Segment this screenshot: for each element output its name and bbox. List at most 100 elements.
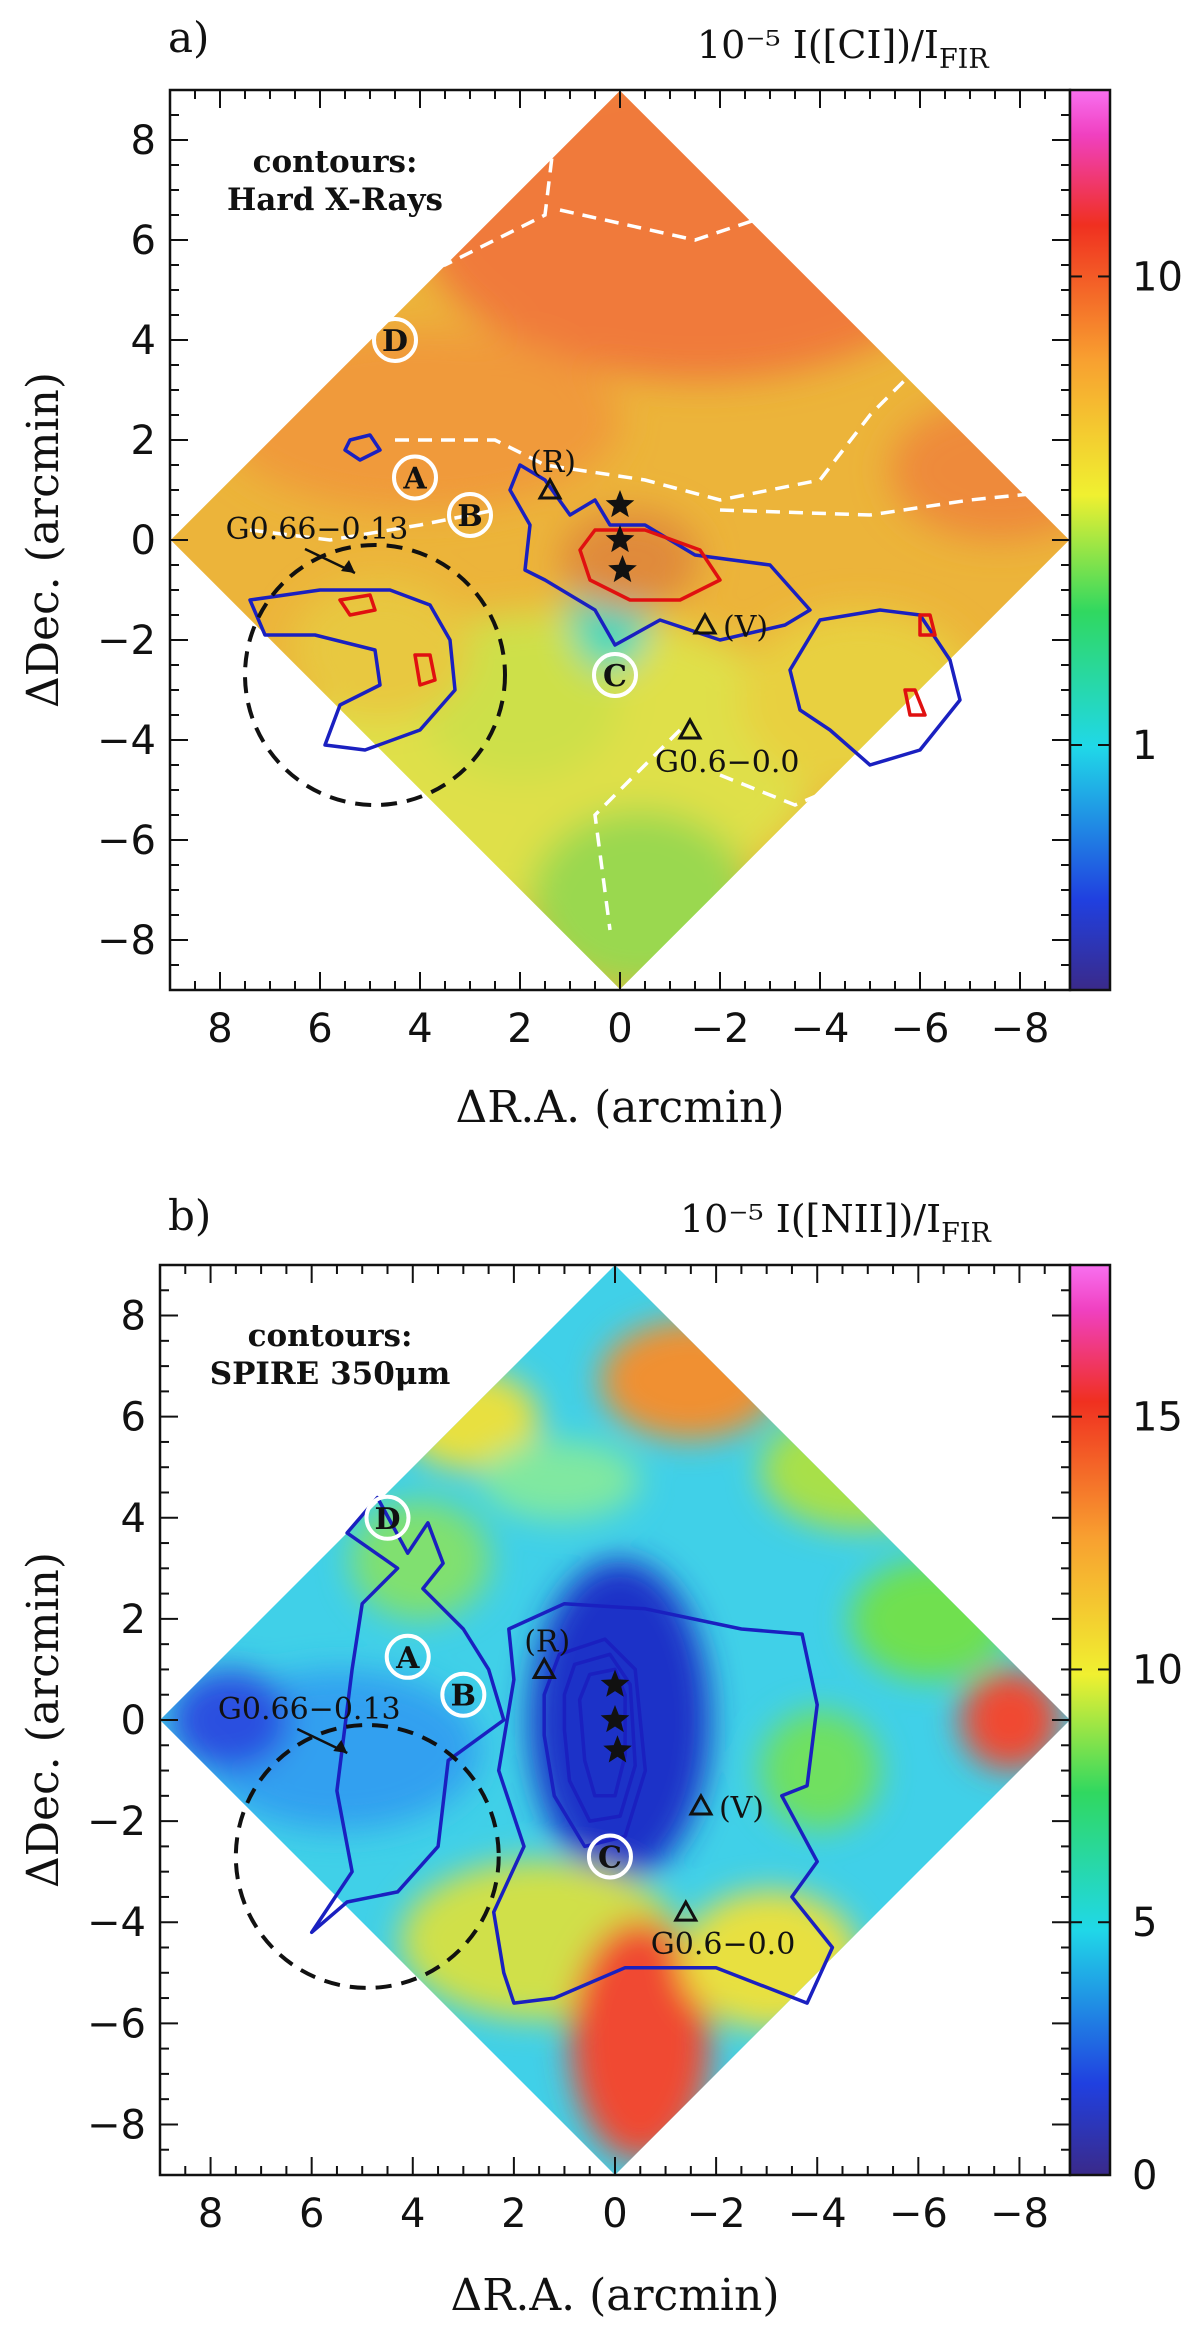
panel-b-ytick-label: 6 — [121, 1395, 146, 1441]
panel-b-ylabel: ΔDec. (arcmin) — [18, 1552, 69, 1888]
panel-b-ytick-label: 8 — [121, 1294, 146, 1340]
panel-a-ytick-label: −8 — [97, 918, 156, 964]
panel-b-colorbar — [1070, 1265, 1110, 2175]
panel-a-position-circle — [372, 317, 418, 363]
panel-b-region-label: G0.66−0.13 — [218, 1692, 401, 1727]
panel-a-xlabel: ΔR.A. (arcmin) — [455, 1082, 784, 1133]
panel-b-colorbar-tick-label: 10 — [1132, 1647, 1183, 1693]
panel-a-triangle-marker — [692, 611, 718, 635]
panel-a-xtick-label: 8 — [207, 1006, 232, 1052]
panel-a-boundary-line — [593, 728, 682, 931]
panel-a-triangle-label: G0.6−0.0 — [655, 745, 800, 780]
panel-a-position-label: D — [382, 324, 408, 359]
panel-b-star-marker — [600, 1669, 630, 1697]
panel-a-triangle-label: (V) — [723, 610, 768, 645]
panel-b-position-label: B — [451, 1679, 476, 1714]
panel-a-red-contour — [413, 653, 437, 687]
panel-b-triangle-marker — [673, 1899, 699, 1922]
panel-a-xtick-label: −6 — [891, 1006, 950, 1052]
panel-a-triangle-marker — [677, 716, 703, 740]
panel-a-label: a) — [168, 13, 209, 62]
panel-b: b) 10⁻⁵ I([NII])/IFIR G0.66−0.13( — [18, 1191, 1183, 2321]
panel-b-label: b) — [168, 1191, 211, 1240]
panel-a-position-circle — [592, 652, 638, 698]
panel-b-position-circle — [586, 1833, 633, 1880]
panel-b-xtick-label: −6 — [889, 2191, 948, 2237]
panel-b-xtick-label: 8 — [198, 2191, 223, 2237]
panel-a-xtick-label: 4 — [407, 1006, 432, 1052]
panel-b-triangle-label: (R) — [524, 1624, 570, 1659]
panel-a-boundary-line — [249, 508, 496, 542]
panel-b-ytick-label: −2 — [87, 1799, 146, 1845]
panel-a-red-contour — [903, 688, 927, 717]
panel-b-xtick-label: 2 — [501, 2191, 526, 2237]
panel-a-ytick-label: 6 — [131, 218, 156, 264]
panel-a-triangle-label: (R) — [530, 445, 576, 480]
panel-a-red-contour — [338, 593, 377, 617]
panel-a-colorbar-tick-label: 1 — [1132, 723, 1157, 769]
panel-a-position-circle — [392, 454, 438, 501]
panel-a-ytick-label: −4 — [97, 718, 156, 764]
panel-a-region-label: G0.66−0.13 — [226, 512, 409, 547]
panel-a-xtick-label: −2 — [691, 1006, 750, 1052]
panel-b-triangle-label: (V) — [719, 1791, 764, 1826]
panel-b-xtick-label: −8 — [990, 2191, 1049, 2237]
panel-a-boundary-line — [719, 773, 831, 807]
panel-a-ylabel: ΔDec. (arcmin) — [18, 372, 69, 708]
panel-a-blue-contour — [248, 588, 457, 752]
panel-a-ytick-label: 8 — [131, 118, 156, 164]
panel-b-contour-note-2: SPIRE 350μm — [210, 1356, 451, 1392]
panel-b-xtick-label: −2 — [687, 2191, 746, 2237]
panel-b-contour-note-1: contours: — [248, 1318, 413, 1354]
panel-a-boundary-line — [319, 89, 562, 292]
panel-b-colorbar-tick-label: 15 — [1132, 1395, 1183, 1441]
panel-a-position-label: C — [603, 659, 627, 694]
panel-a-ytick-label: −6 — [97, 818, 156, 864]
panel-b-triangle-marker — [688, 1792, 714, 1816]
panel-b-colorbar-tick-label: 0 — [1132, 2153, 1157, 2199]
panel-b-blue-contour — [309, 1495, 506, 1935]
panel-a-xtick-label: −4 — [791, 1006, 850, 1052]
panel-a-star-marker — [605, 525, 635, 553]
panel-a-position-label: A — [402, 462, 427, 497]
panel-a-ytick-label: −2 — [97, 618, 156, 664]
panel-a-circle-region — [243, 543, 507, 807]
panel-a-contour-note-1: contours: — [253, 144, 418, 180]
panel-b-position-label: D — [374, 1502, 400, 1537]
panel-a-colorbar — [1070, 90, 1110, 990]
panel-b-position-circle — [440, 1671, 487, 1718]
panel-a-ytick-label: 0 — [131, 518, 156, 564]
panel-b-ytick-label: 2 — [121, 1597, 146, 1643]
panel-b-xtick-label: 6 — [299, 2191, 324, 2237]
panel-b-star-marker — [603, 1735, 632, 1763]
panel-b-blue-contour — [562, 1652, 637, 1823]
panel-b-blue-contour — [491, 1601, 835, 2005]
panel-b-triangle-marker — [531, 1656, 557, 1679]
panel-b-colorbar-tick-label: 5 — [1132, 1900, 1157, 1946]
panel-b-star-marker — [600, 1705, 630, 1733]
panel-b-ytick-label: −8 — [87, 2102, 146, 2148]
panel-b-ytick-label: 0 — [121, 1698, 146, 1744]
panel-a-colorbar-title: 10⁻⁵ I([CI])/IFIR — [697, 23, 989, 75]
panel-b-blue-contour — [542, 1637, 648, 1849]
panel-a-ytick-label: 4 — [131, 318, 156, 364]
panel-b-triangle-label: G0.6−0.0 — [651, 1927, 796, 1962]
panel-a-boundary-line — [719, 488, 1071, 517]
panel-b-position-label: C — [598, 1841, 622, 1876]
panel-a-position-label: B — [457, 499, 482, 534]
panel-a-ytick-label: 2 — [131, 418, 156, 464]
panel-b-ytick-label: 4 — [121, 1496, 146, 1542]
panel-a-colorbar-tick-label: 10 — [1132, 254, 1183, 300]
panel-a-triangle-marker — [537, 476, 563, 500]
panel-b-ytick-label: −6 — [87, 2001, 146, 2047]
panel-a-xtick-label: 2 — [507, 1006, 532, 1052]
panel-a-xtick-label: 0 — [607, 1006, 632, 1052]
panel-a-contour-note-2: Hard X-Rays — [227, 182, 443, 218]
panel-a-star-marker — [608, 555, 637, 583]
panel-a-blue-contour — [508, 463, 812, 647]
panel-b-xtick-label: 0 — [602, 2191, 627, 2237]
panel-b-position-label: A — [395, 1641, 420, 1676]
panel-b-blue-contour — [577, 1667, 627, 1798]
panel-a-boundary-line — [559, 139, 822, 242]
